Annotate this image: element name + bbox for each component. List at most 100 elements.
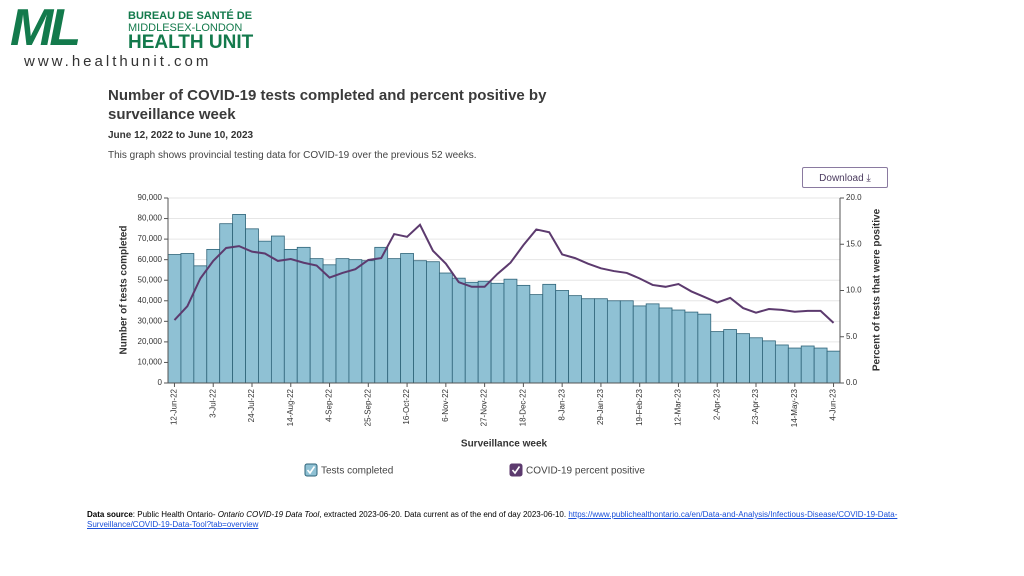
y-tick-label: 60,000: [138, 255, 163, 264]
bar: [232, 214, 246, 384]
x-tick-label: 14-Aug-22: [286, 388, 295, 426]
bar: [503, 278, 518, 384]
description: This graph shows provincial testing data…: [108, 150, 477, 161]
legend-label: COVID-19 percent positive: [526, 466, 645, 477]
bar: [180, 253, 195, 384]
bar: [193, 265, 208, 384]
logo-line: HEALTH UNIT: [128, 32, 254, 53]
y-tick-label: 90,000: [138, 193, 163, 202]
bar: [490, 282, 505, 384]
x-tick-label: 3-Jul-22: [208, 388, 217, 417]
bar: [813, 347, 828, 384]
bar: [322, 264, 337, 384]
x-tick-label: 24-Jul-22: [247, 388, 256, 422]
bar: [542, 283, 557, 384]
x-tick-label: 14-May-23: [790, 388, 799, 427]
bar: [387, 258, 402, 384]
x-tick-label: 25-Sep-22: [363, 388, 372, 426]
logo-line: BUREAU DE SANTÉ DE: [128, 10, 253, 22]
y-tick-label: 10,000: [138, 358, 163, 367]
x-tick-label: 18-Dec-22: [518, 388, 527, 426]
bar: [477, 280, 492, 384]
bar: [658, 307, 673, 384]
y2-tick-label: 5.0: [846, 332, 858, 341]
bar: [361, 260, 376, 384]
y-tick-label: 40,000: [138, 296, 163, 305]
y-axis-title: Number of tests completed: [119, 226, 130, 355]
bar: [800, 345, 815, 384]
bar: [723, 329, 738, 384]
bar: [606, 300, 621, 384]
subtitle: June 12, 2022 to June 10, 2023: [108, 130, 254, 141]
y-tick-label: 50,000: [138, 275, 163, 284]
footnote: Data source: Public Health Ontario- Onta…: [87, 510, 967, 530]
y2-tick-label: 10.0: [846, 286, 862, 295]
y-tick-label: 30,000: [138, 316, 163, 325]
x-tick-label: 29-Jan-23: [596, 388, 605, 425]
bar: [619, 300, 634, 384]
logo-line: MIDDLESEX-LONDON: [128, 22, 243, 34]
bar: [787, 347, 802, 384]
legend-label: Tests completed: [321, 466, 393, 477]
x-tick-label: 12-Jun-22: [170, 388, 179, 425]
bar: [438, 272, 453, 384]
source-label: Data source: [87, 510, 133, 519]
bar: [645, 303, 660, 384]
bar: [632, 305, 647, 384]
chart: Surveillance week Number of tests comple…: [119, 193, 883, 477]
logo-mark: ML: [10, 0, 81, 57]
bar: [749, 337, 763, 384]
bar: [684, 311, 699, 384]
x-tick-label: 19-Feb-23: [635, 388, 644, 425]
bar: [335, 258, 350, 384]
bar: [529, 294, 544, 384]
bar: [697, 313, 712, 384]
legend-swatch: [304, 463, 318, 477]
button-label: Download: [819, 173, 864, 184]
source-link[interactable]: https://www.publichealthontario.ca/en/Da…: [87, 510, 898, 529]
bar: [309, 258, 324, 384]
y2-tick-label: 20.0: [846, 193, 862, 202]
bar: [568, 295, 582, 384]
source-rest: , extracted 2023-06-20. Data current as …: [319, 510, 569, 519]
bar: [283, 248, 298, 384]
bar: [826, 350, 841, 384]
y2-tick-label: 0.0: [846, 378, 858, 387]
bar: [736, 333, 750, 384]
bar: [451, 277, 466, 384]
bar: [464, 281, 479, 384]
x-tick-label: 8-Jan-23: [557, 388, 566, 420]
legend-check: [306, 466, 316, 475]
bar: [516, 284, 531, 384]
x-axis-title: Surveillance week: [461, 439, 548, 450]
bar: [374, 246, 389, 384]
download-button[interactable]: Download ⤓: [802, 167, 888, 188]
x-tick-label: 4-Jun-23: [829, 388, 838, 420]
y-tick-label: 20,000: [138, 337, 163, 346]
bar: [555, 290, 570, 384]
chart-title: Number of COVID-19 tests completed and p…: [108, 87, 547, 123]
y2-axis-title: Percent of tests that were positive: [872, 208, 883, 371]
line: [173, 223, 835, 324]
bar: [594, 298, 608, 384]
x-tick-label: 4-Sep-22: [325, 388, 334, 421]
y-tick-label: 0: [158, 378, 163, 387]
x-tick-label: 12-Mar-23: [674, 388, 683, 425]
y-tick-label: 70,000: [138, 234, 163, 243]
y-tick-label: 80,000: [138, 214, 163, 223]
bar: [581, 298, 595, 384]
x-tick-label: 16-Oct-22: [402, 388, 411, 424]
bar: [258, 240, 272, 384]
legend-check: [511, 466, 521, 475]
website: www.healthunit.com: [24, 53, 212, 70]
legend-swatch: [509, 463, 523, 477]
bar: [400, 253, 414, 384]
bar: [206, 248, 221, 384]
bar: [710, 331, 725, 384]
source-title: Ontario COVID-19 Data Tool: [217, 510, 320, 519]
bar: [348, 259, 363, 384]
source-text: : Public Health Ontario-: [132, 510, 218, 519]
bar: [413, 260, 427, 384]
bar: [774, 344, 789, 384]
